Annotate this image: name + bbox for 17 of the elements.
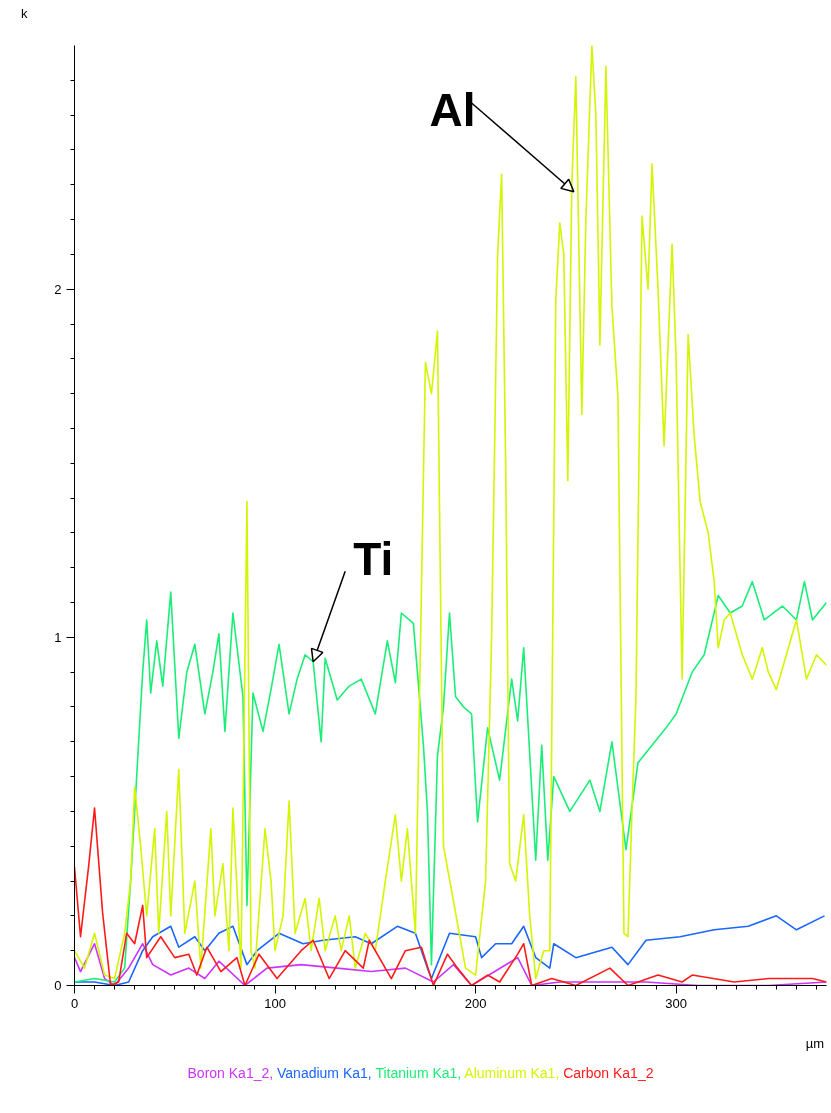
text: Carbon Ka1_2 xyxy=(563,1065,654,1081)
line-series xyxy=(74,45,827,980)
y-tick-label: 1 xyxy=(54,629,62,645)
y-tick-label: 2 xyxy=(54,281,62,297)
y-tick-label: 0 xyxy=(54,978,62,993)
text: Titanium Ka1, xyxy=(375,1065,462,1081)
y-axis-title: k xyxy=(21,5,28,23)
text: Boron Ka1_2, xyxy=(187,1065,274,1081)
annotation: Ti xyxy=(353,533,394,586)
x-tick-label: 0 xyxy=(70,995,79,1011)
x-axis-title: µm xyxy=(805,1035,824,1053)
x-tick-label: 200 xyxy=(464,995,487,1011)
x-tick-label: 100 xyxy=(264,995,286,1011)
text: Vanadium Ka1, xyxy=(277,1065,372,1081)
annotation: Al xyxy=(429,84,476,137)
x-tick-label: 300 xyxy=(665,995,687,1011)
text: Aluminum Ka1, xyxy=(464,1065,560,1081)
